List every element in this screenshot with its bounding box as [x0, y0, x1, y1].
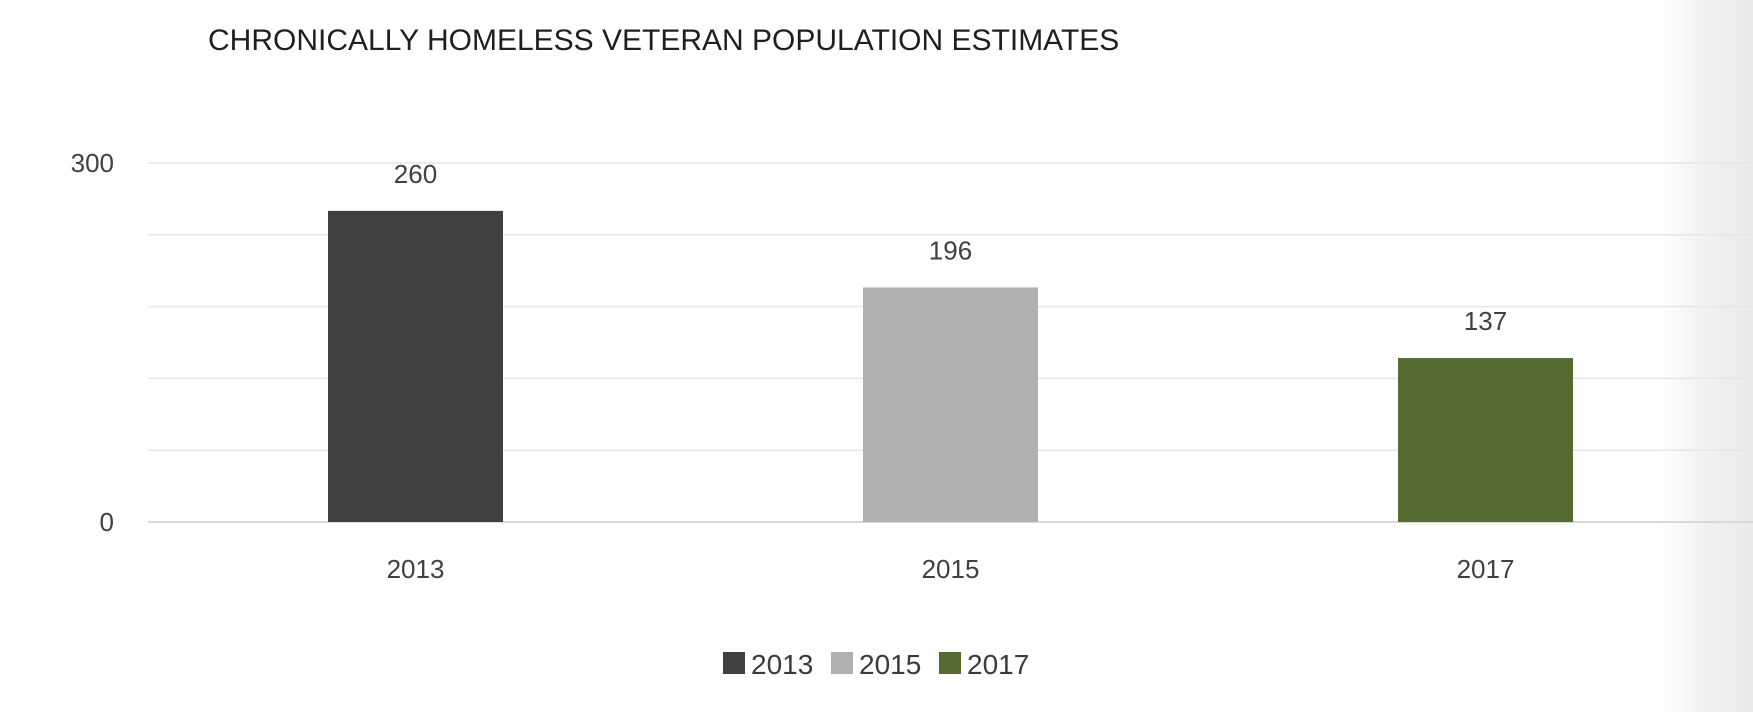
y-tick-label: 300	[71, 148, 114, 178]
y-tick-label: 0	[100, 507, 114, 537]
chart-title: CHRONICALLY HOMELESS VETERAN POPULATION …	[208, 24, 1119, 57]
y-axis-ticks: 0 300	[71, 148, 114, 537]
category-label-2015: 2015	[922, 554, 980, 584]
data-labels: 260 196 137	[394, 159, 1507, 336]
data-label-2013: 260	[394, 159, 437, 189]
category-labels: 2013 2015 2017	[387, 554, 1515, 584]
bar-2013	[328, 210, 503, 522]
bars	[328, 210, 1573, 522]
legend-label-2013: 2013	[751, 649, 813, 680]
bar-2015	[863, 287, 1038, 522]
category-label-2013: 2013	[387, 554, 445, 584]
legend-swatch-2015	[831, 652, 853, 674]
legend-swatch-2013	[723, 652, 745, 674]
legend-swatch-2017	[939, 652, 961, 674]
legend-label-2015: 2015	[859, 649, 921, 680]
legend: 2013 2015 2017	[723, 649, 1029, 680]
data-label-2017: 137	[1464, 306, 1507, 336]
bar-2017	[1398, 358, 1573, 522]
category-label-2017: 2017	[1457, 554, 1515, 584]
legend-label-2017: 2017	[967, 649, 1029, 680]
data-label-2015: 196	[929, 235, 972, 265]
